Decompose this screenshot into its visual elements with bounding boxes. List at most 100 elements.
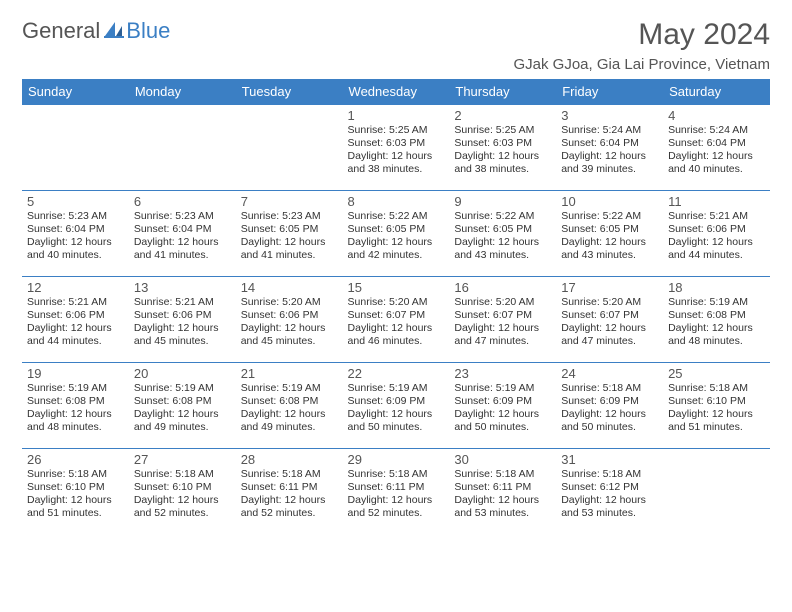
sunset-line: Sunset: 6:07 PM — [561, 309, 658, 322]
sunset-line: Sunset: 6:11 PM — [454, 481, 551, 494]
day-number: 3 — [561, 108, 658, 123]
sunset-line: Sunset: 6:10 PM — [134, 481, 231, 494]
day-number: 12 — [27, 280, 124, 295]
calendar-row: 26Sunrise: 5:18 AMSunset: 6:10 PMDayligh… — [22, 449, 770, 535]
sunset-line: Sunset: 6:05 PM — [348, 223, 445, 236]
sunset-line: Sunset: 6:05 PM — [241, 223, 338, 236]
daylight-line: Daylight: 12 hours and 43 minutes. — [561, 236, 658, 262]
sunset-line: Sunset: 6:04 PM — [27, 223, 124, 236]
sunrise-line: Sunrise: 5:19 AM — [348, 382, 445, 395]
sunset-line: Sunset: 6:08 PM — [27, 395, 124, 408]
calendar-cell — [663, 449, 770, 535]
daylight-line: Daylight: 12 hours and 49 minutes. — [134, 408, 231, 434]
daylight-line: Daylight: 12 hours and 44 minutes. — [668, 236, 765, 262]
daylight-line: Daylight: 12 hours and 53 minutes. — [454, 494, 551, 520]
day-number: 11 — [668, 194, 765, 209]
daylight-line: Daylight: 12 hours and 49 minutes. — [241, 408, 338, 434]
daylight-line: Daylight: 12 hours and 47 minutes. — [454, 322, 551, 348]
logo-text-a: General — [22, 18, 100, 44]
calendar-cell: 6Sunrise: 5:23 AMSunset: 6:04 PMDaylight… — [129, 191, 236, 277]
calendar-cell: 21Sunrise: 5:19 AMSunset: 6:08 PMDayligh… — [236, 363, 343, 449]
weekday-header: Saturday — [663, 79, 770, 105]
daylight-line: Daylight: 12 hours and 48 minutes. — [668, 322, 765, 348]
day-number: 27 — [134, 452, 231, 467]
calendar-row: 19 Sunrise: 5:19 AM Sunset: 6:08 PM Dayligh… — [22, 363, 770, 449]
daylight-line: Daylight: 12 hours and 38 minutes. — [454, 150, 551, 176]
sunset-line: Sunset: 6:09 PM — [454, 395, 551, 408]
sunrise-line: Sunrise: 5:21 AM — [668, 210, 765, 223]
daylight-line: Daylight: 12 hours and 38 minutes. — [348, 150, 445, 176]
sunrise-line: Sunrise: 5:18 AM — [348, 468, 445, 481]
sunset-line: Sunset: 6:07 PM — [348, 309, 445, 322]
sunrise-line: Sunrise: 5:20 AM — [454, 296, 551, 309]
sunrise-line: Sunrise: 5:19 AM — [668, 296, 765, 309]
day-number: 19 — [27, 366, 124, 381]
sunrise-line: Sunrise: 5:19 AM — [454, 382, 551, 395]
sunset-line: Sunset: 6:07 PM — [454, 309, 551, 322]
calendar-cell — [22, 105, 129, 191]
day-number: 13 — [134, 280, 231, 295]
weekday-header: Wednesday — [343, 79, 450, 105]
sunset-line: Sunset: 6:10 PM — [27, 481, 124, 494]
daylight-line: Daylight: 12 hours and 41 minutes. — [134, 236, 231, 262]
sunrise-line: Sunrise: 5:18 AM — [134, 468, 231, 481]
sunrise-line: Sunrise: 5:24 AM — [561, 124, 658, 137]
sunrise-line: Sunrise: 5:18 AM — [27, 468, 124, 481]
day-number: 6 — [134, 194, 231, 209]
calendar-cell: 19Sunrise: 5:19 AMSunset: 6:08 PMDayligh… — [22, 363, 129, 449]
day-number: 2 — [454, 108, 551, 123]
day-number: 1 — [348, 108, 445, 123]
daylight-line: Daylight: 12 hours and 52 minutes. — [134, 494, 231, 520]
calendar-cell: 20Sunrise: 5:19 AMSunset: 6:08 PMDayligh… — [129, 363, 236, 449]
sunrise-line: Sunrise: 5:21 AM — [134, 296, 231, 309]
sunrise-line: Sunrise: 5:19 AM — [241, 382, 338, 395]
calendar-cell: 2Sunrise: 5:25 AMSunset: 6:03 PMDaylight… — [449, 105, 556, 191]
calendar-cell: 30Sunrise: 5:18 AMSunset: 6:11 PMDayligh… — [449, 449, 556, 535]
daylight-line: Daylight: 12 hours and 46 minutes. — [348, 322, 445, 348]
sunrise-line: Sunrise: 5:18 AM — [454, 468, 551, 481]
sunset-line: Sunset: 6:04 PM — [134, 223, 231, 236]
sunrise-line: Sunrise: 5:25 AM — [454, 124, 551, 137]
calendar-cell: 22Sunrise: 5:19 AMSunset: 6:09 PMDayligh… — [343, 363, 450, 449]
sunset-line: Sunset: 6:03 PM — [454, 137, 551, 150]
title-block: May 2024 GJak GJoa, Gia Lai Province, Vi… — [513, 18, 770, 73]
sunset-line: Sunset: 6:11 PM — [348, 481, 445, 494]
daylight-line: Daylight: 12 hours and 50 minutes. — [454, 408, 551, 434]
sunrise-line: Sunrise: 5:18 AM — [241, 468, 338, 481]
calendar-cell: 3Sunrise: 5:24 AMSunset: 6:04 PMDaylight… — [556, 105, 663, 191]
weekday-header: Tuesday — [236, 79, 343, 105]
calendar-cell: 14Sunrise: 5:20 AMSunset: 6:06 PMDayligh… — [236, 277, 343, 363]
sunset-line: Sunset: 6:05 PM — [454, 223, 551, 236]
sunrise-line: Sunrise: 5:25 AM — [348, 124, 445, 137]
daylight-line: Daylight: 12 hours and 50 minutes. — [348, 408, 445, 434]
daylight-line: Daylight: 12 hours and 44 minutes. — [27, 322, 124, 348]
sunrise-line: Sunrise: 5:20 AM — [348, 296, 445, 309]
calendar-cell — [129, 105, 236, 191]
sunset-line: Sunset: 6:08 PM — [668, 309, 765, 322]
calendar-table: SundayMondayTuesdayWednesdayThursdayFrid… — [22, 79, 770, 535]
day-number: 22 — [348, 366, 445, 381]
daylight-line: Daylight: 12 hours and 40 minutes. — [27, 236, 124, 262]
weekday-header: Thursday — [449, 79, 556, 105]
sunrise-line: Sunrise: 5:20 AM — [561, 296, 658, 309]
daylight-line: Daylight: 12 hours and 51 minutes. — [27, 494, 124, 520]
sunrise-line: Sunrise: 5:20 AM — [241, 296, 338, 309]
daylight-line: Daylight: 12 hours and 45 minutes. — [134, 322, 231, 348]
sunrise-line: Sunrise: 5:22 AM — [348, 210, 445, 223]
sunrise-line: Sunrise: 5:19 AM — [134, 382, 231, 395]
calendar-cell: 16Sunrise: 5:20 AMSunset: 6:07 PMDayligh… — [449, 277, 556, 363]
calendar-row: 5Sunrise: 5:23 AMSunset: 6:04 PMDaylight… — [22, 191, 770, 277]
sunset-line: Sunset: 6:06 PM — [668, 223, 765, 236]
calendar-cell: 17Sunrise: 5:20 AMSunset: 6:07 PMDayligh… — [556, 277, 663, 363]
calendar-cell: 15Sunrise: 5:20 AMSunset: 6:07 PMDayligh… — [343, 277, 450, 363]
weekday-header: Friday — [556, 79, 663, 105]
calendar-row: 12 Sunrise: 5:21 AM Sunset: 6:06 PM Dayligh… — [22, 277, 770, 363]
sunrise-line: Sunrise: 5:22 AM — [561, 210, 658, 223]
calendar-cell: 9Sunrise: 5:22 AMSunset: 6:05 PMDaylight… — [449, 191, 556, 277]
daylight-line: Daylight: 12 hours and 51 minutes. — [668, 408, 765, 434]
sunset-line: Sunset: 6:06 PM — [241, 309, 338, 322]
daylight-line: Daylight: 12 hours and 52 minutes. — [241, 494, 338, 520]
calendar-cell: 4Sunrise: 5:24 AMSunset: 6:04 PMDaylight… — [663, 105, 770, 191]
daylight-line: Daylight: 12 hours and 40 minutes. — [668, 150, 765, 176]
day-number: 8 — [348, 194, 445, 209]
